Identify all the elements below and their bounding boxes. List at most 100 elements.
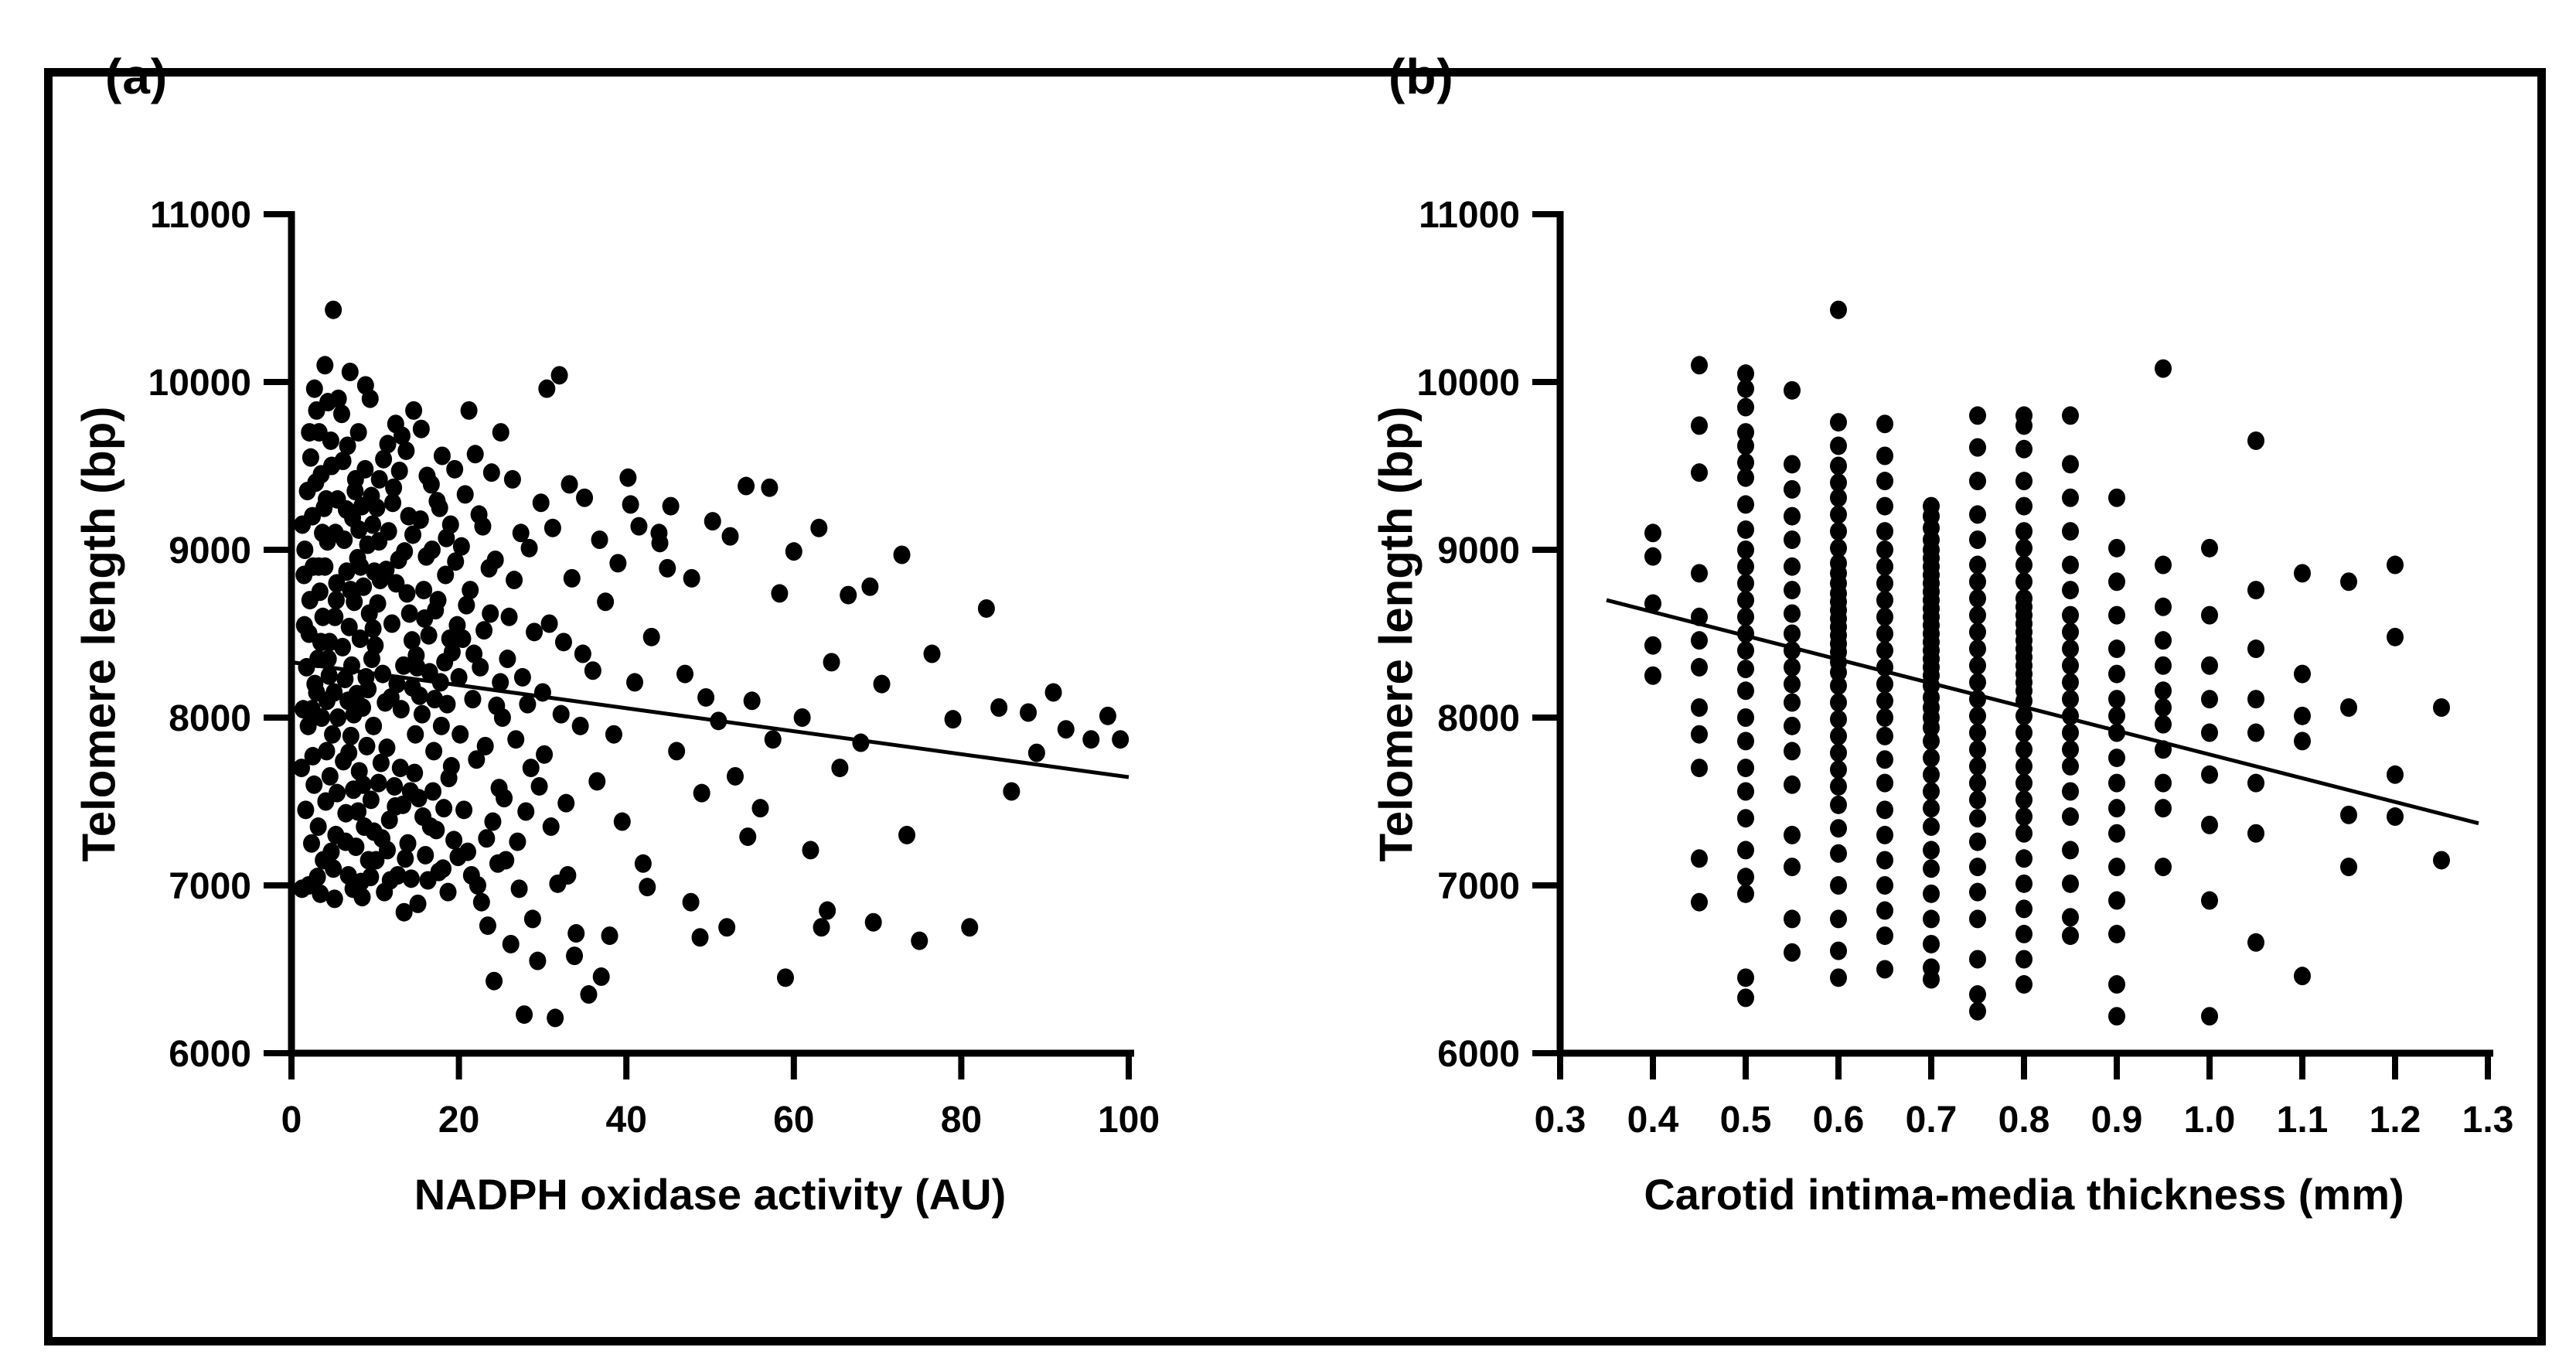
data-point <box>364 515 382 534</box>
x-tick-label: 1.0 <box>2184 1100 2236 1141</box>
data-point <box>396 542 414 561</box>
data-point <box>1923 799 1940 818</box>
data-point <box>329 389 347 408</box>
data-point <box>399 834 417 853</box>
data-point <box>1969 985 1986 1004</box>
data-point <box>402 869 420 888</box>
data-point <box>1876 574 1893 593</box>
data-point <box>567 924 585 943</box>
data-point <box>468 750 486 769</box>
data-point <box>557 793 575 813</box>
data-point <box>1737 660 1754 679</box>
data-point <box>1876 901 1893 920</box>
data-point <box>1691 725 1708 744</box>
data-point <box>2155 656 2172 675</box>
data-point <box>574 644 591 663</box>
data-point <box>2108 824 2125 843</box>
data-point <box>576 488 594 507</box>
data-point <box>356 459 374 479</box>
data-point <box>445 830 463 850</box>
data-point <box>1876 851 1893 870</box>
data-point <box>2015 924 2033 943</box>
data-point <box>354 697 372 717</box>
data-point <box>2062 690 2079 709</box>
data-point <box>1784 380 1801 400</box>
data-point <box>1737 759 1754 778</box>
data-point <box>380 522 397 541</box>
data-point <box>1003 782 1021 801</box>
data-point <box>394 795 412 814</box>
data-point <box>622 495 639 514</box>
data-point <box>370 773 387 793</box>
data-point <box>522 759 540 778</box>
data-point <box>2108 538 2125 558</box>
data-point <box>386 776 404 796</box>
data-point <box>2062 723 2079 742</box>
data-point <box>361 389 379 408</box>
data-point <box>2201 815 2218 834</box>
data-point <box>2015 723 2033 742</box>
data-point <box>492 423 509 442</box>
data-point <box>2015 706 2033 725</box>
data-point <box>2155 714 2172 734</box>
data-point <box>2340 697 2357 717</box>
data-point <box>1876 591 1893 610</box>
data-point <box>1969 950 1986 969</box>
data-point <box>509 832 526 851</box>
data-point <box>682 892 700 912</box>
data-point <box>451 725 469 744</box>
data-point <box>532 493 550 513</box>
data-point <box>1784 479 1801 499</box>
data-point <box>1830 968 1847 987</box>
data-point <box>1876 472 1893 491</box>
data-point <box>1644 636 1661 655</box>
data-point <box>420 626 438 645</box>
data-point <box>563 568 581 588</box>
data-point <box>739 827 757 847</box>
data-point <box>1969 406 1986 425</box>
data-point <box>458 595 475 615</box>
data-point <box>923 644 941 663</box>
data-point <box>516 1005 533 1025</box>
data-point <box>1784 530 1801 549</box>
data-point <box>1969 656 1986 675</box>
data-point <box>435 799 453 818</box>
data-point <box>385 478 403 497</box>
data-point <box>409 894 427 913</box>
data-point <box>1784 657 1801 677</box>
data-point <box>369 594 387 613</box>
data-point <box>676 664 694 684</box>
data-point <box>502 934 520 953</box>
data-point <box>1876 607 1893 626</box>
data-point <box>1969 530 1986 549</box>
data-point <box>2155 697 2172 717</box>
data-point <box>415 581 433 600</box>
data-point <box>2062 488 2079 507</box>
panel-a-x-axis-title: NADPH oxidase activity (AU) <box>414 1170 1007 1219</box>
data-point <box>407 725 424 744</box>
data-point <box>2387 807 2404 827</box>
data-point <box>1784 693 1801 712</box>
data-point <box>802 841 819 860</box>
data-point <box>507 730 525 749</box>
data-point <box>2247 690 2264 709</box>
data-point <box>2155 555 2172 575</box>
data-point <box>1830 505 1847 524</box>
data-point <box>1923 970 1940 989</box>
data-point <box>1784 858 1801 877</box>
data-point <box>2062 756 2079 776</box>
data-point <box>990 697 1008 717</box>
data-point <box>1876 800 1893 820</box>
data-point <box>496 789 513 808</box>
data-point <box>2015 538 2033 558</box>
data-point <box>405 401 423 420</box>
data-point <box>1830 663 1847 682</box>
data-point <box>1876 926 1893 946</box>
data-point <box>813 918 830 937</box>
data-point <box>325 683 343 702</box>
data-point <box>2015 773 2033 793</box>
data-point <box>1737 681 1754 701</box>
data-point <box>1830 300 1847 319</box>
data-point <box>377 561 395 580</box>
